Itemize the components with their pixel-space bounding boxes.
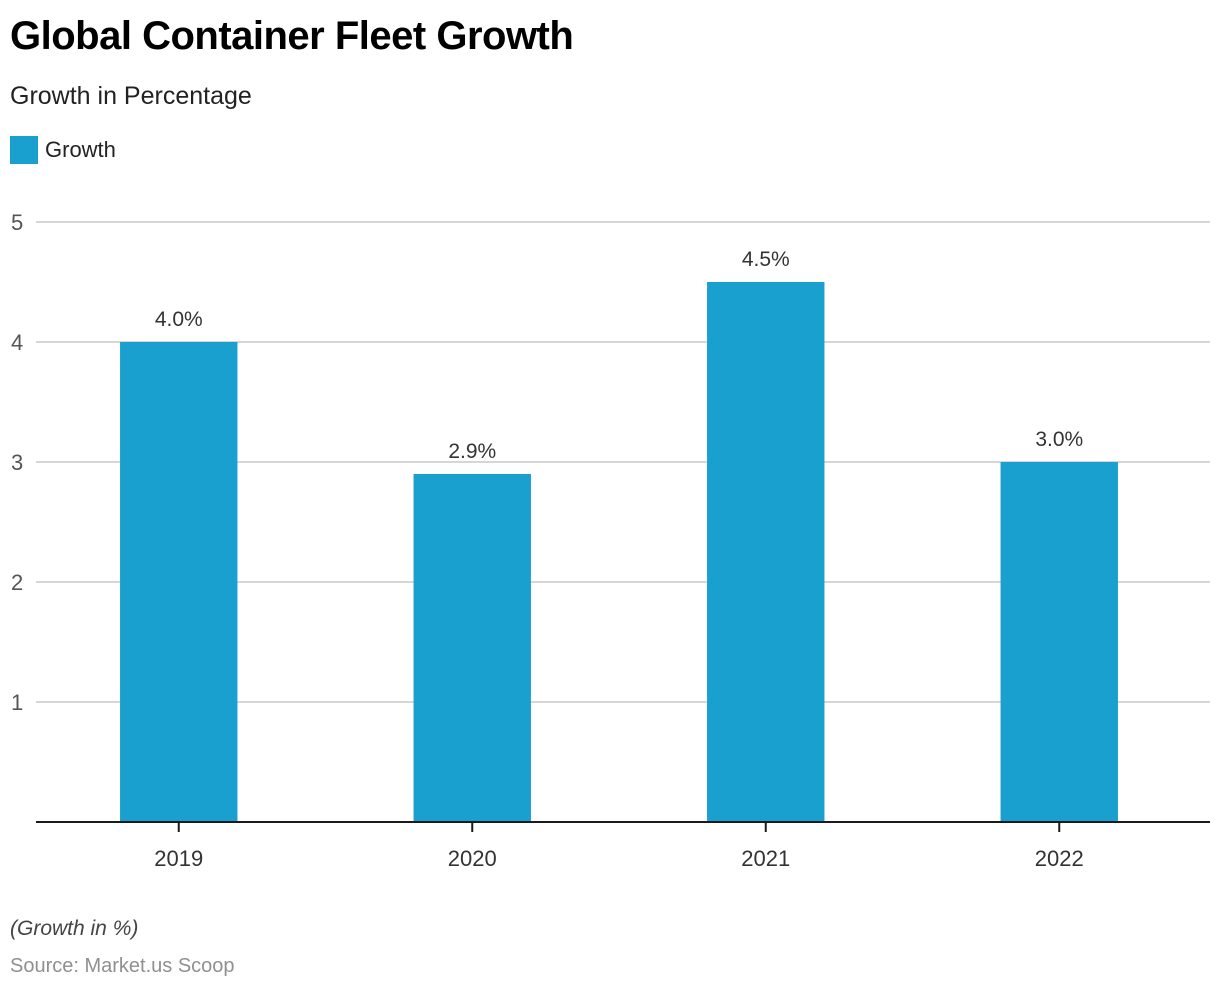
- chart-source: Source: Market.us Scoop: [10, 955, 235, 977]
- y-axis-ticks: 1 2 3 4 5: [11, 210, 23, 715]
- y-tick-label-5: 5: [11, 210, 23, 235]
- x-tick-label-2022: 2022: [1035, 846, 1084, 871]
- bar-2021: [707, 282, 825, 822]
- x-tick-label-2019: 2019: [154, 846, 203, 871]
- data-label-2020: 2.9%: [448, 440, 496, 463]
- bar-2019: [120, 342, 238, 822]
- bar-2020: [413, 474, 531, 822]
- x-axis: 2019 2020 2021 2022: [36, 821, 1210, 871]
- x-tick-label-2020: 2020: [448, 846, 497, 871]
- y-tick-label-1: 1: [11, 690, 23, 715]
- y-tick-label-4: 4: [11, 330, 23, 355]
- data-label-2021: 4.5%: [742, 248, 790, 271]
- bars: [120, 282, 1118, 822]
- data-labels: 4.0% 2.9% 4.5% 3.0%: [155, 248, 1083, 463]
- x-tick-label-2021: 2021: [741, 846, 790, 871]
- y-tick-label-3: 3: [11, 450, 23, 475]
- bar-2022: [1000, 462, 1118, 822]
- legend-label-growth: Growth: [45, 137, 116, 162]
- chart-notes: (Growth in %): [10, 917, 139, 940]
- y-tick-label-2: 2: [11, 570, 23, 595]
- data-label-2019: 4.0%: [155, 308, 203, 331]
- legend: Growth: [10, 136, 116, 164]
- data-label-2022: 3.0%: [1035, 428, 1083, 451]
- chart-subtitle: Growth in Percentage: [10, 82, 252, 110]
- legend-swatch-growth: [10, 136, 38, 164]
- chart-title: Global Container Fleet Growth: [10, 14, 574, 58]
